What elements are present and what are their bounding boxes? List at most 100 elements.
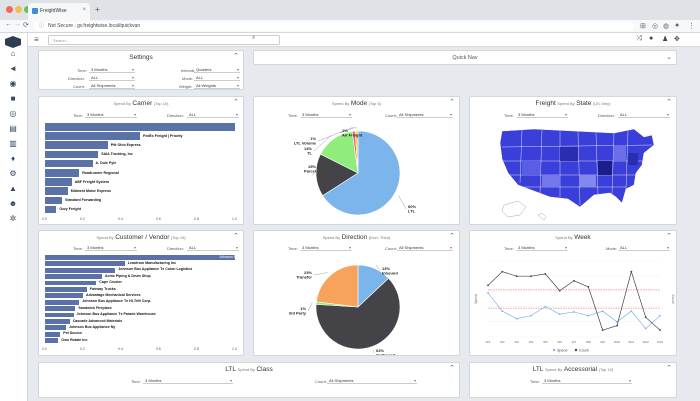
profile-icon[interactable]: ● bbox=[675, 22, 680, 29]
mode-collapse-icon[interactable]: ⌃ bbox=[449, 99, 455, 106]
truck-icon[interactable]: ■ bbox=[10, 94, 16, 103]
pin-icon[interactable]: ♦ bbox=[10, 154, 16, 163]
bar[interactable] bbox=[45, 141, 108, 150]
weight-select[interactable]: All Weights ▾ bbox=[194, 82, 240, 89]
data-point[interactable] bbox=[601, 329, 604, 332]
bar[interactable] bbox=[45, 255, 235, 260]
cogs-icon[interactable]: ✲ bbox=[9, 214, 17, 223]
tab-close-icon[interactable]: × bbox=[82, 7, 86, 13]
direction-time-select[interactable]: 3 Months ▾ bbox=[300, 244, 352, 251]
state-tile[interactable] bbox=[542, 175, 560, 187]
pie-slice[interactable] bbox=[322, 130, 401, 216]
bar[interactable] bbox=[45, 205, 57, 214]
bar[interactable] bbox=[45, 319, 70, 324]
data-point[interactable] bbox=[501, 270, 504, 273]
extension-icon[interactable]: ◎ bbox=[652, 23, 659, 30]
bar[interactable] bbox=[45, 169, 80, 177]
bar[interactable] bbox=[45, 306, 76, 312]
time-select[interactable]: 3 Months ▾ bbox=[89, 66, 135, 73]
gear-circle-icon[interactable]: ◉ bbox=[9, 79, 17, 88]
clipboard-icon[interactable]: ▤ bbox=[9, 124, 17, 133]
state-collapse-icon[interactable]: ⌃ bbox=[666, 99, 672, 106]
reload-icon[interactable]: ⟳ bbox=[23, 22, 29, 29]
data-point[interactable] bbox=[659, 329, 661, 332]
ltl-count-select[interactable]: All Shipments ▾ bbox=[327, 377, 417, 384]
mode-time-select[interactable]: 3 Months ▾ bbox=[300, 111, 352, 118]
bar[interactable] bbox=[45, 159, 93, 168]
bar[interactable] bbox=[45, 331, 61, 337]
shield-icon[interactable]: ◍ bbox=[663, 23, 670, 30]
data-point[interactable] bbox=[501, 310, 504, 313]
mode-select[interactable]: ALL ▾ bbox=[194, 74, 240, 81]
data-point[interactable] bbox=[644, 327, 647, 330]
road-icon[interactable]: ▲ bbox=[9, 184, 17, 193]
mode-count-select[interactable]: All Shipments ▾ bbox=[397, 111, 453, 118]
new-tab-icon[interactable]: + bbox=[95, 5, 100, 14]
back-icon[interactable]: ← bbox=[5, 21, 12, 28]
legend-label[interactable]: Spend bbox=[557, 349, 567, 353]
bar-chart-icon[interactable]: ▥ bbox=[9, 139, 17, 148]
ltl-class-collapse-icon[interactable]: ⌃ bbox=[449, 365, 455, 372]
bar[interactable] bbox=[45, 132, 140, 140]
bar[interactable] bbox=[45, 267, 116, 273]
settings-collapse-icon[interactable]: ⌃ bbox=[233, 53, 239, 60]
bar[interactable] bbox=[45, 196, 63, 205]
search-input[interactable]: Search... bbox=[48, 35, 280, 45]
users-icon[interactable]: ☻ bbox=[8, 199, 18, 208]
state-direction-select[interactable]: ALL ▾ bbox=[618, 111, 670, 118]
legend-label[interactable]: Count bbox=[579, 349, 589, 353]
bar[interactable] bbox=[45, 187, 68, 196]
data-point[interactable] bbox=[573, 311, 575, 313]
bicycle-icon[interactable]: ⚙ bbox=[9, 169, 17, 178]
week-collapse-icon[interactable]: ⌃ bbox=[666, 233, 672, 240]
data-point[interactable] bbox=[544, 273, 547, 275]
window-minimize-dot[interactable] bbox=[15, 6, 22, 13]
bar[interactable] bbox=[45, 274, 102, 280]
data-point[interactable] bbox=[530, 275, 532, 278]
bar[interactable] bbox=[45, 261, 125, 267]
direction-collapse-icon[interactable]: ⌃ bbox=[449, 233, 455, 240]
count-select[interactable]: All Shipments ▾ bbox=[89, 82, 135, 89]
state-tile[interactable] bbox=[598, 161, 612, 175]
quick-nav-chevron-icon[interactable]: ⌄ bbox=[666, 54, 672, 61]
bar[interactable] bbox=[45, 287, 87, 292]
address-input[interactable]: ⓘ Not Secure | gv.freightwise.local/quic… bbox=[34, 22, 634, 31]
state-time-select[interactable]: 3 Months ▾ bbox=[516, 111, 568, 118]
bar[interactable] bbox=[45, 178, 72, 186]
data-point[interactable] bbox=[573, 279, 575, 282]
customer-direction-select[interactable]: ALL ▾ bbox=[187, 244, 239, 251]
data-point[interactable] bbox=[558, 289, 561, 292]
bar[interactable] bbox=[45, 338, 59, 344]
direction-select[interactable]: ALL ▾ bbox=[89, 74, 135, 81]
data-point[interactable] bbox=[515, 275, 518, 278]
data-point[interactable] bbox=[587, 285, 590, 288]
data-point[interactable] bbox=[487, 284, 489, 287]
accessorial-collapse-icon[interactable]: ⌃ bbox=[666, 365, 672, 372]
data-point[interactable] bbox=[558, 313, 561, 316]
data-point[interactable] bbox=[659, 314, 661, 317]
app-logo[interactable] bbox=[5, 36, 21, 48]
data-point[interactable] bbox=[544, 305, 547, 308]
eye-icon[interactable]: ◎ bbox=[9, 109, 17, 118]
accessorial-time-select[interactable]: 3 Months ▾ bbox=[542, 377, 632, 384]
search-icon[interactable]: ⌕ bbox=[252, 35, 256, 41]
quick-nav-panel[interactable]: Quick Nav ⌄ bbox=[253, 50, 677, 65]
bar[interactable] bbox=[45, 280, 97, 286]
data-point[interactable] bbox=[515, 317, 518, 320]
direction-count-select[interactable]: All Shipments ▾ bbox=[397, 244, 453, 251]
state-tile[interactable] bbox=[560, 147, 578, 161]
interval-select[interactable]: Quarters ▾ bbox=[194, 66, 240, 73]
bar[interactable] bbox=[45, 293, 83, 299]
window-maximize-dot[interactable] bbox=[24, 6, 31, 13]
week-time-select[interactable]: 3 Months ▾ bbox=[516, 244, 568, 251]
window-close-dot[interactable] bbox=[6, 6, 13, 13]
home-icon[interactable]: ⌂ bbox=[10, 49, 16, 58]
customer-collapse-icon[interactable]: ⌃ bbox=[233, 233, 239, 240]
browser-tab[interactable]: FreightWise × bbox=[28, 3, 90, 20]
state-tile[interactable] bbox=[522, 161, 540, 175]
megaphone-icon[interactable]: ◄ bbox=[9, 64, 17, 73]
customer-time-select[interactable]: 3 Months ▾ bbox=[85, 244, 137, 251]
bar[interactable] bbox=[45, 325, 66, 331]
data-point[interactable] bbox=[530, 314, 532, 317]
bar[interactable] bbox=[45, 150, 99, 159]
